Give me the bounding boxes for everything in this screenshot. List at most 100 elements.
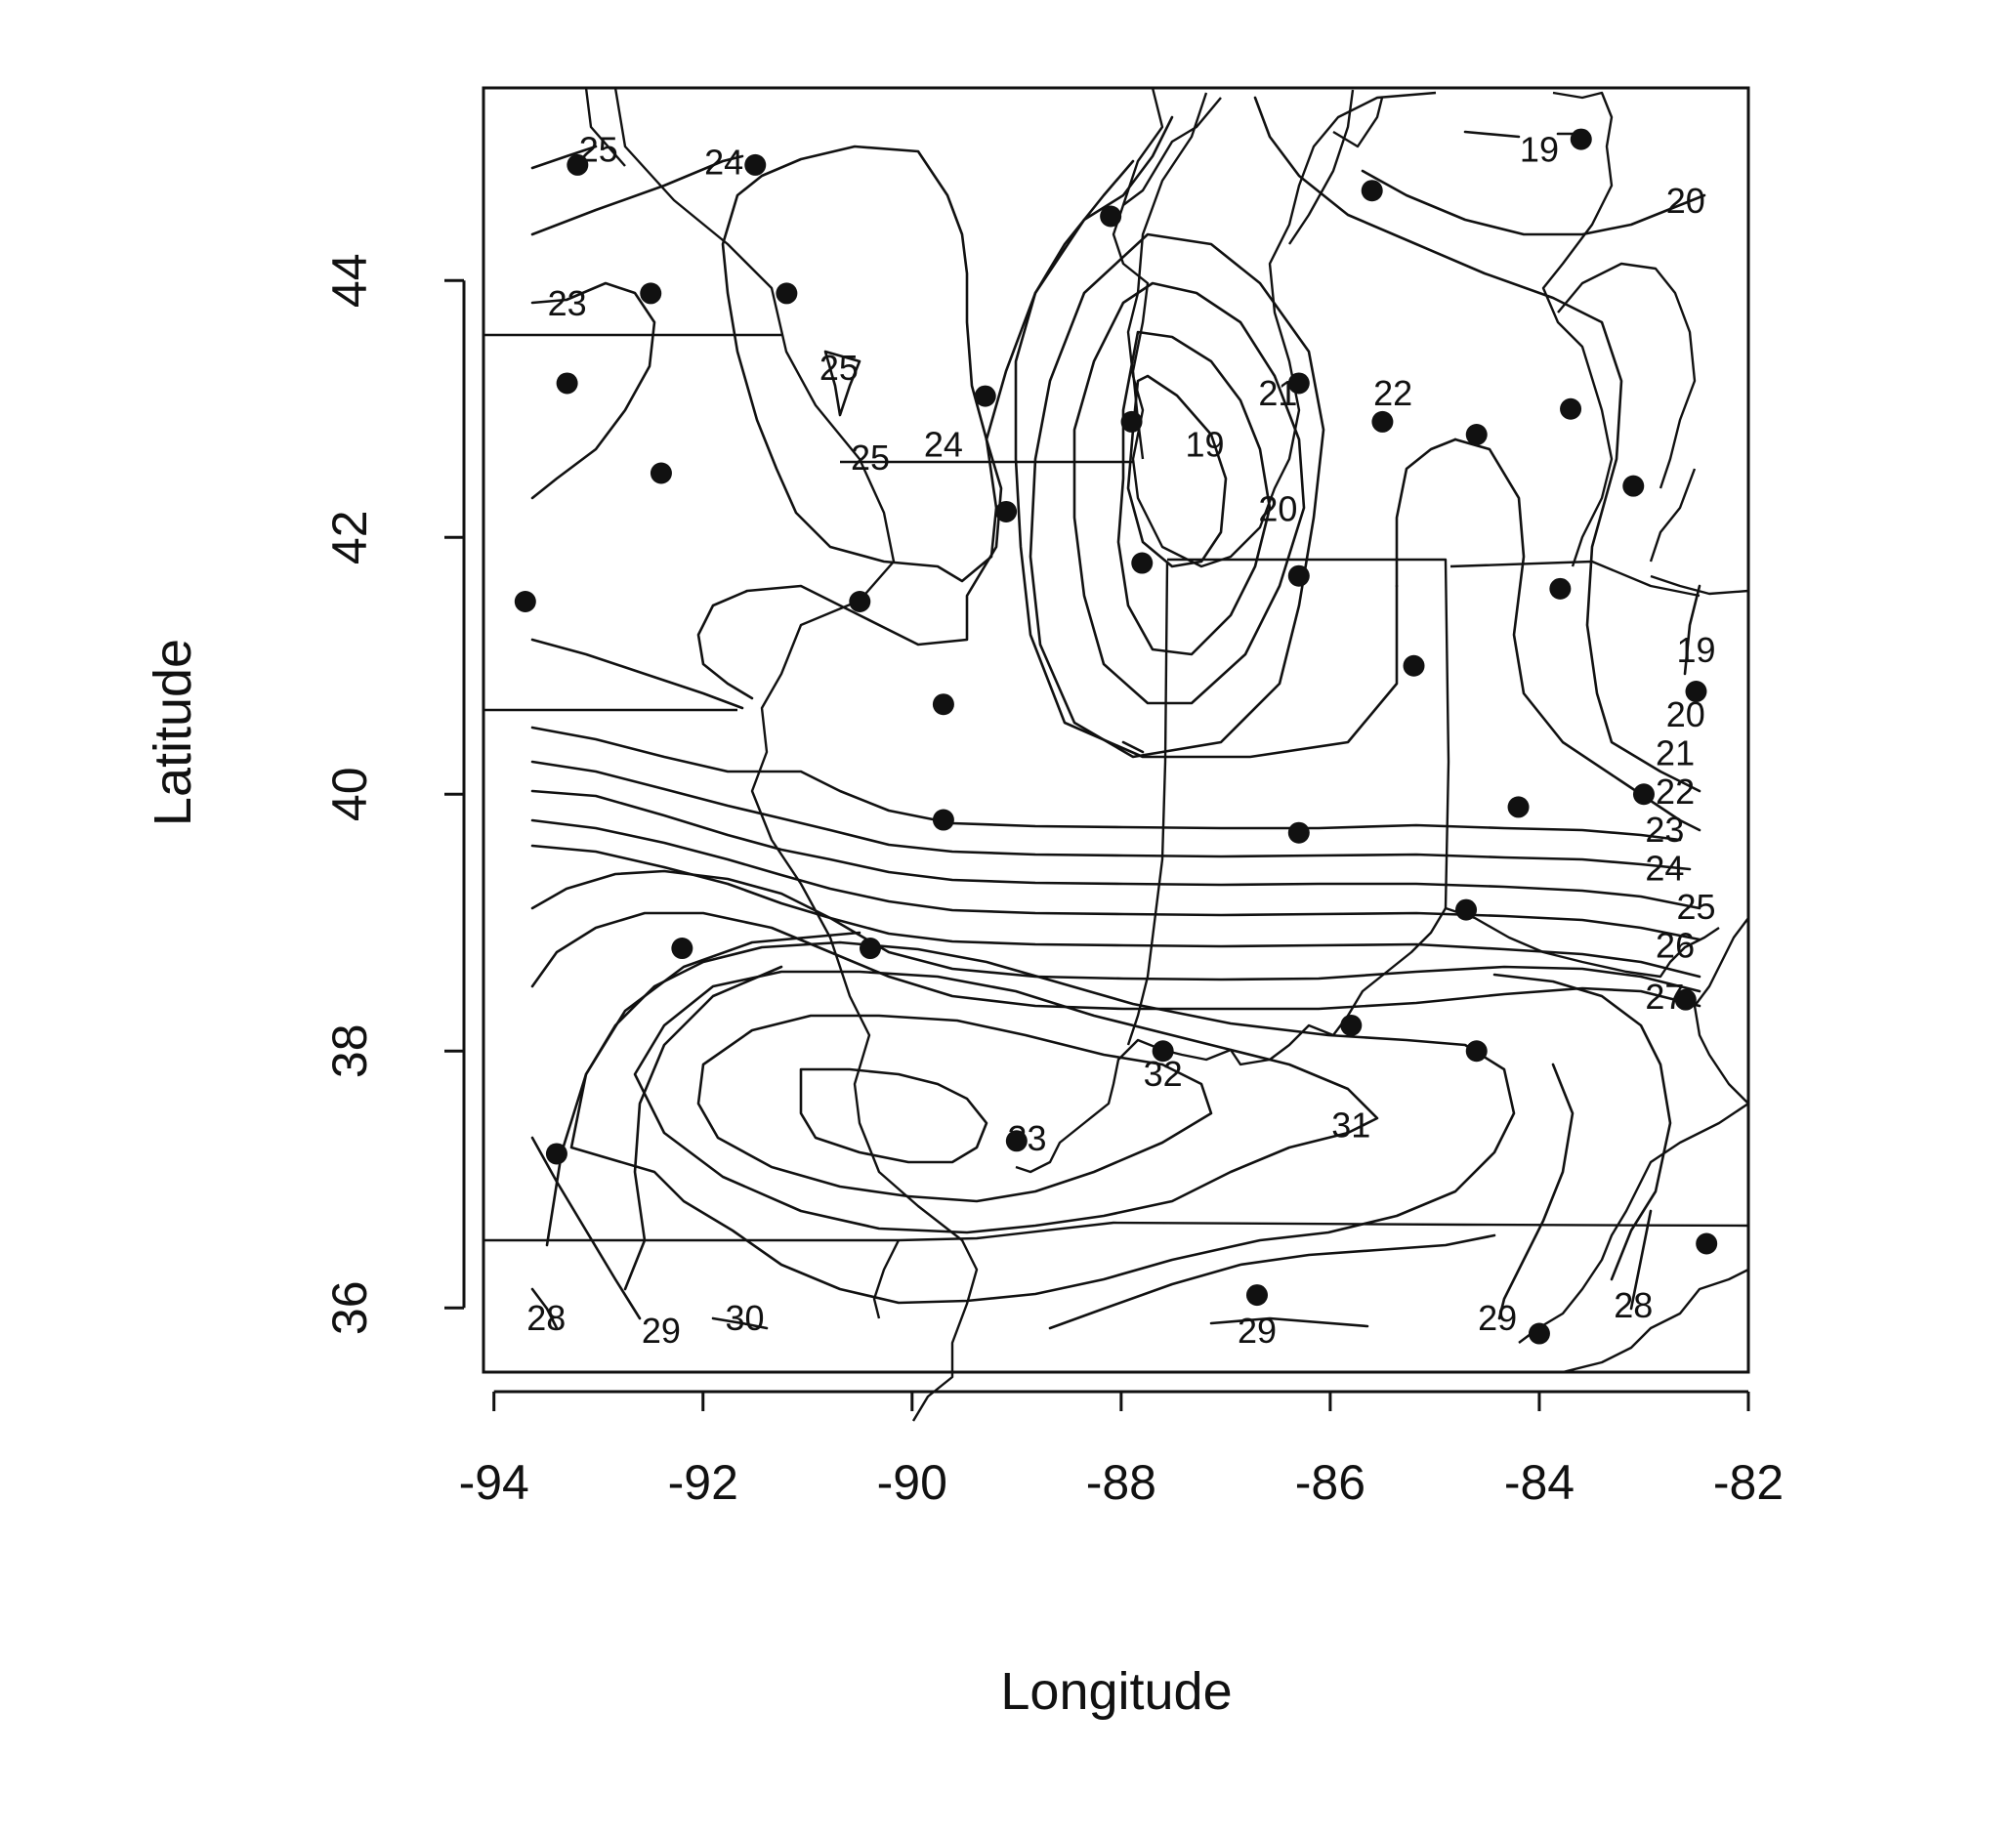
contour-28-southwest: [530, 1287, 559, 1330]
contour-label: 23: [548, 283, 587, 323]
station-point: [1560, 397, 1582, 420]
station-point: [1340, 1014, 1363, 1036]
x-tick-label: -86: [1295, 1455, 1365, 1510]
contour-label: 25: [851, 438, 890, 478]
isotherm-contours: [530, 96, 1706, 1330]
lake-huron-shore: [1332, 91, 1697, 567]
contour-30-lower-left: [711, 1316, 769, 1330]
contour-19-ohio: [1683, 584, 1701, 676]
contour-23-northwest: [530, 281, 656, 500]
minnesota-wisconsin-boundary: [584, 87, 626, 167]
contour-h-2: [530, 760, 1692, 871]
contour-h-1: [530, 726, 1682, 842]
y-tick-label: 36: [322, 1280, 377, 1335]
weather-stations: [514, 128, 1718, 1345]
tennessee-east-boundary: [1562, 1268, 1749, 1374]
station-point: [744, 153, 767, 176]
contour-label: 20: [1258, 488, 1297, 528]
station-point: [995, 500, 1018, 522]
station-point: [932, 693, 954, 716]
y-tick-label: 42: [322, 510, 377, 564]
kentucky-tennessee-boundary: [898, 1221, 1749, 1242]
station-point: [1622, 475, 1645, 497]
station-point: [1570, 128, 1592, 150]
contour-label: 25: [1676, 887, 1715, 927]
station-point: [1507, 796, 1530, 818]
station-point: [1465, 424, 1488, 446]
contour-h-6: [530, 869, 1701, 993]
y-tick-label: 40: [322, 767, 377, 821]
wisconsin-michigan-boundary: [1288, 89, 1355, 245]
y-tick-label: 44: [322, 253, 377, 308]
contour-30-southwest: [623, 965, 783, 1291]
contour-label: 28: [1614, 1285, 1653, 1325]
station-point: [1371, 410, 1394, 433]
contour-29-southwest: [530, 1136, 642, 1320]
station-point: [932, 809, 954, 831]
station-point: [1245, 1284, 1268, 1307]
station-point: [567, 153, 589, 176]
contour-label: 25: [819, 348, 859, 388]
lake-michigan-shore: [1126, 91, 1437, 568]
contour-label: 29: [642, 1311, 681, 1351]
contour-32-south: [696, 1014, 1213, 1203]
contour-h-4: [530, 818, 1701, 941]
station-point: [556, 372, 578, 395]
station-point: [1287, 372, 1310, 395]
lake-erie-shore: [1649, 468, 1749, 596]
contour-label: 29: [1478, 1298, 1517, 1338]
michigan-ohio-boundary: [1449, 560, 1701, 598]
station-point: [1465, 1040, 1488, 1063]
contour-28-southeast-lower: [1629, 1209, 1653, 1311]
station-point: [776, 282, 798, 305]
station-point: [1287, 821, 1310, 844]
x-tick-label: -92: [668, 1455, 738, 1510]
station-point: [1131, 552, 1154, 574]
station-point: [545, 1143, 567, 1165]
station-point: [1361, 180, 1383, 202]
contour-33-south: [799, 1067, 988, 1164]
contour-label: 22: [1373, 373, 1412, 413]
contour-label: 26: [1656, 926, 1695, 966]
station-point: [1674, 988, 1697, 1011]
contour-20-north: [1361, 169, 1706, 236]
contour-19-lake-michigan: [1126, 374, 1228, 568]
station-point: [1287, 564, 1310, 587]
missouri-bootheel: [872, 1239, 901, 1319]
contour-label: 29: [1238, 1311, 1277, 1351]
kentucky-virginia-boundary: [1518, 1103, 1749, 1344]
contour-h-7: [530, 911, 1701, 1011]
contour-31-south: [633, 970, 1379, 1234]
contour-20-central: [1121, 740, 1145, 754]
contour-20-lake-michigan: [1116, 330, 1272, 656]
station-point: [974, 385, 996, 407]
lake-michigan-west-shore: [1112, 97, 1222, 460]
station-point: [1696, 1232, 1718, 1255]
station-point: [1455, 898, 1478, 921]
contour-label: 19: [1520, 129, 1559, 169]
x-axis-title: Longitude: [1000, 1662, 1232, 1721]
contour-label: 23: [1645, 810, 1684, 850]
station-point: [514, 591, 536, 612]
contour-label: 24: [1645, 849, 1684, 889]
contour-label: 19: [1676, 630, 1715, 670]
contour-28-southeast: [1492, 973, 1672, 1281]
contour-22-michigan-inner: [1395, 438, 1457, 588]
station-point: [1528, 1322, 1550, 1345]
contour-22-lake-michigan: [1029, 232, 1325, 759]
y-tick-label: 38: [322, 1023, 377, 1078]
x-tick-label: -84: [1504, 1455, 1575, 1510]
contour-label: 22: [1656, 772, 1695, 812]
contour-25-west-central: [696, 438, 1003, 700]
x-tick-label: -94: [459, 1455, 529, 1510]
x-axis: -94 -92 -90 -88 -86 -84 -82: [459, 1390, 1784, 1510]
contour-24-northwest: [530, 154, 744, 236]
contour-21-michigan: [1253, 96, 1701, 793]
state-boundaries: [483, 87, 1749, 1422]
mississippi-river-boundary: [613, 87, 979, 1422]
contour-label: 24: [704, 142, 743, 182]
contour-25-northwest: [530, 145, 598, 170]
station-point: [859, 938, 881, 960]
plot-frame: [482, 86, 1750, 1374]
